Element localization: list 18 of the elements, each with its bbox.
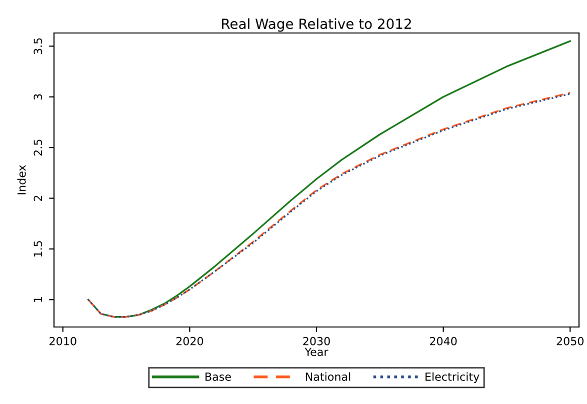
x-tick-label: 2050 [556,336,584,346]
x-tick-label: 2020 [176,336,204,346]
y-axis-title: Index [17,165,26,194]
x-tick-label: 2040 [430,336,457,346]
chart-title: Real Wage Relative to 2012 [222,18,411,32]
line-series [87,40,571,318]
y-tick-label: 3 [34,94,42,100]
legend-label: Base [206,372,231,381]
y-tick-label: 3.5 [34,38,42,54]
x-axis-title: Year [304,348,328,356]
y-tick-label: 1.5 [34,241,42,257]
y-tick-label: 1 [34,297,42,302]
legend-label: Electricity [426,372,480,384]
y-tick-label: 2.5 [34,140,42,156]
y-tick-label: 2 [34,196,42,201]
x-tick-label: 2030 [303,336,330,346]
x-tick-label: 2010 [50,336,76,346]
legend-label: National [306,372,350,381]
